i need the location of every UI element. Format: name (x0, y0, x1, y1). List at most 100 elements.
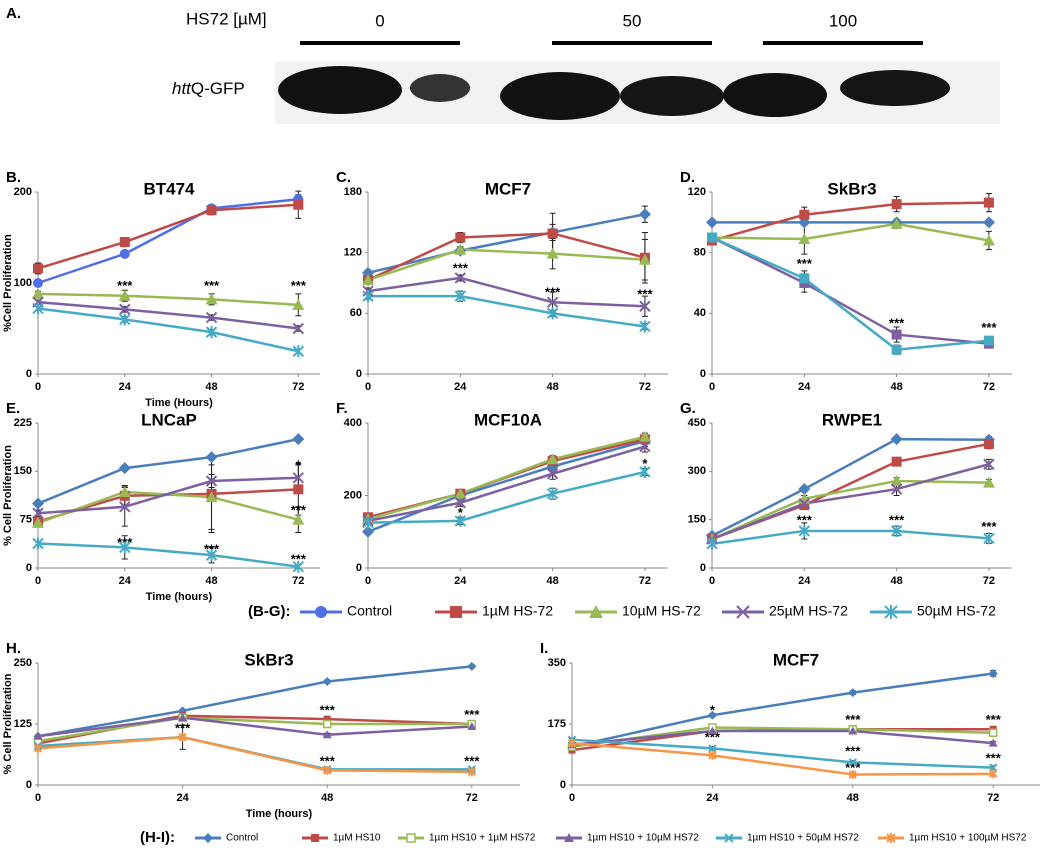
marker (362, 516, 374, 529)
marker (799, 273, 810, 284)
x-tick-label: 48 (890, 575, 902, 587)
significance: *** (117, 278, 133, 293)
panel: G. RWPE1 0 150 300 450 0 24 48 72 *** *** *** (680, 400, 1012, 587)
x-tick-label: 24 (176, 792, 189, 804)
significance: *** (981, 320, 997, 335)
chart-title: MCF7 (773, 650, 819, 669)
marker (467, 721, 477, 730)
x-tick-label: 72 (983, 381, 995, 393)
marker (205, 451, 218, 464)
dose: 0 (375, 11, 384, 30)
legend-text: Control (226, 833, 258, 844)
marker (362, 273, 374, 285)
significance: *** (889, 315, 905, 330)
marker (890, 524, 903, 537)
y-tick-label: 100 (14, 277, 32, 289)
y-tick-label: 120 (344, 247, 362, 259)
significance: * (458, 505, 464, 520)
series-line (711, 463, 990, 541)
marker (315, 606, 327, 618)
marker (983, 438, 994, 449)
marker (292, 345, 305, 358)
x-tick-label: 0 (709, 575, 715, 587)
marker (119, 303, 131, 316)
marker (119, 313, 131, 326)
series-line (37, 716, 472, 743)
marker (546, 468, 559, 480)
marker (32, 516, 44, 528)
marker (798, 483, 811, 496)
significance: *** (637, 287, 653, 302)
significance: *** (291, 503, 307, 518)
marker (33, 743, 43, 753)
marker (205, 549, 218, 562)
marker (798, 524, 811, 537)
marker (119, 237, 130, 248)
marker (454, 290, 467, 303)
dose: 50 (623, 11, 642, 30)
marker (890, 433, 903, 446)
marker (32, 302, 44, 315)
significance: *** (981, 519, 997, 534)
significance: *** (204, 278, 220, 293)
chart-title: SkBr3 (827, 179, 876, 198)
marker (736, 605, 750, 619)
marker (983, 197, 994, 208)
marker (292, 513, 305, 525)
marker (546, 296, 559, 308)
y-tick-label: 120 (688, 186, 706, 198)
legend-text: Control (347, 603, 392, 619)
y-tick-label: 60 (350, 307, 362, 319)
dose: 100 (829, 11, 857, 30)
panel-label: F. (336, 400, 348, 417)
series-line (367, 232, 646, 282)
significance: * (296, 458, 302, 473)
row-label: httQ-GFP (172, 79, 245, 98)
legend-text: 1µm HS10 + 50µM HS72 (747, 833, 859, 844)
significance: *** (797, 513, 813, 528)
y-tick-label: 0 (700, 368, 706, 380)
marker (982, 476, 995, 488)
marker (293, 199, 304, 210)
y-tick-label: 350 (548, 657, 566, 669)
marker (292, 322, 305, 335)
series-line (37, 300, 299, 330)
y-tick-label: 0 (26, 779, 32, 791)
marker (203, 833, 213, 843)
series-line (367, 439, 646, 533)
marker (589, 605, 603, 618)
significance: *** (464, 754, 480, 769)
legend-text: 1µm HS10 + 100µM HS72 (909, 833, 1027, 844)
x-tick-label: 24 (706, 792, 719, 804)
x-tick-label: 24 (798, 381, 811, 393)
panel-label: I. (540, 640, 548, 657)
series-line (367, 213, 646, 275)
marker (891, 344, 902, 355)
series-line (37, 437, 299, 505)
x-tick-label: 48 (205, 575, 217, 587)
marker (322, 730, 332, 739)
significance: *** (453, 260, 469, 275)
series-line (571, 672, 994, 748)
marker (567, 738, 577, 748)
marker (708, 744, 717, 753)
marker (454, 514, 467, 527)
marker (706, 537, 718, 550)
legend-label: (H-I): (140, 829, 175, 846)
marker (311, 834, 319, 842)
marker (890, 217, 903, 229)
y-tick-label: 75 (20, 514, 32, 526)
significance: *** (986, 712, 1002, 727)
y-tick-label: 150 (688, 514, 706, 526)
marker (205, 491, 218, 503)
marker (322, 765, 332, 775)
series-line (367, 248, 646, 282)
series-line (37, 476, 299, 515)
marker (33, 731, 43, 740)
marker (205, 293, 218, 305)
marker (798, 233, 811, 245)
x-tick-label: 48 (546, 381, 558, 393)
series-line (711, 479, 989, 541)
panel: B. BT474 0 100 200 0 24 48 72 Time (Hours) %Cell P… (2, 169, 320, 409)
marker (546, 453, 559, 465)
